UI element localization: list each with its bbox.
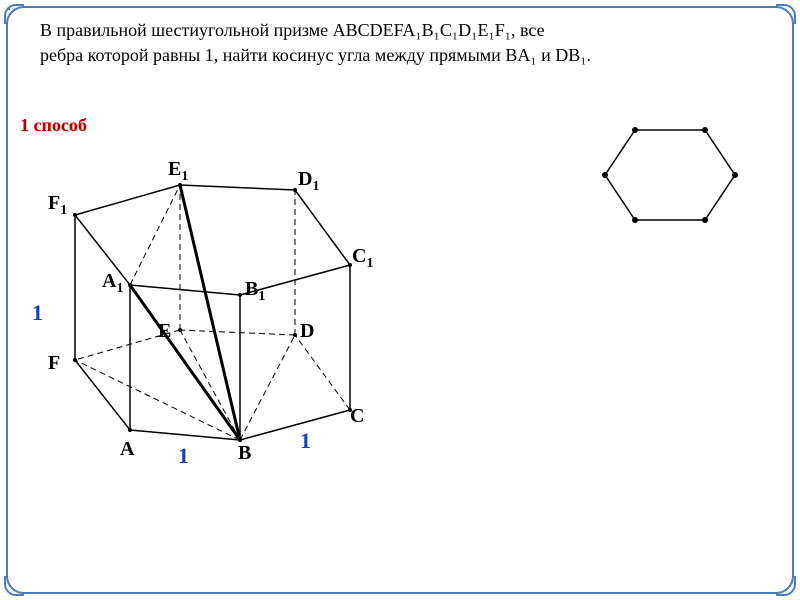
problem-line1: В правильной шестиугольной призме ABCDEF…: [40, 18, 760, 43]
problem-line2: ребра которой равны 1, найти косинус угл…: [40, 43, 760, 68]
label-C: C: [350, 405, 364, 428]
corner-tr: [776, 4, 796, 24]
corner-br: [776, 576, 796, 596]
label-F1: F1: [48, 192, 67, 219]
edge-label-ab: 1: [178, 443, 189, 469]
corner-bl: [4, 576, 24, 596]
label-C1: C1: [352, 245, 373, 272]
hexagon-2d: [600, 115, 740, 235]
label-E1: E1: [168, 158, 188, 185]
label-E: E: [158, 320, 171, 343]
prism-figure: A B C D E F A1 B1 C1 D1 E1 F1 1 1 1: [50, 130, 410, 460]
label-A: A: [120, 438, 134, 461]
label-A1: A1: [102, 270, 123, 297]
edge-label-vertical: 1: [32, 300, 43, 326]
label-D1: D1: [298, 168, 319, 195]
label-B: B: [238, 442, 251, 465]
hexagon-svg: [600, 115, 740, 235]
corner-tl: [4, 4, 24, 24]
label-B1: B1: [245, 278, 265, 305]
label-F: F: [48, 352, 60, 375]
edge-label-bc: 1: [300, 428, 311, 454]
label-D: D: [300, 320, 314, 343]
problem-statement: В правильной шестиугольной призме ABCDEF…: [40, 18, 760, 68]
